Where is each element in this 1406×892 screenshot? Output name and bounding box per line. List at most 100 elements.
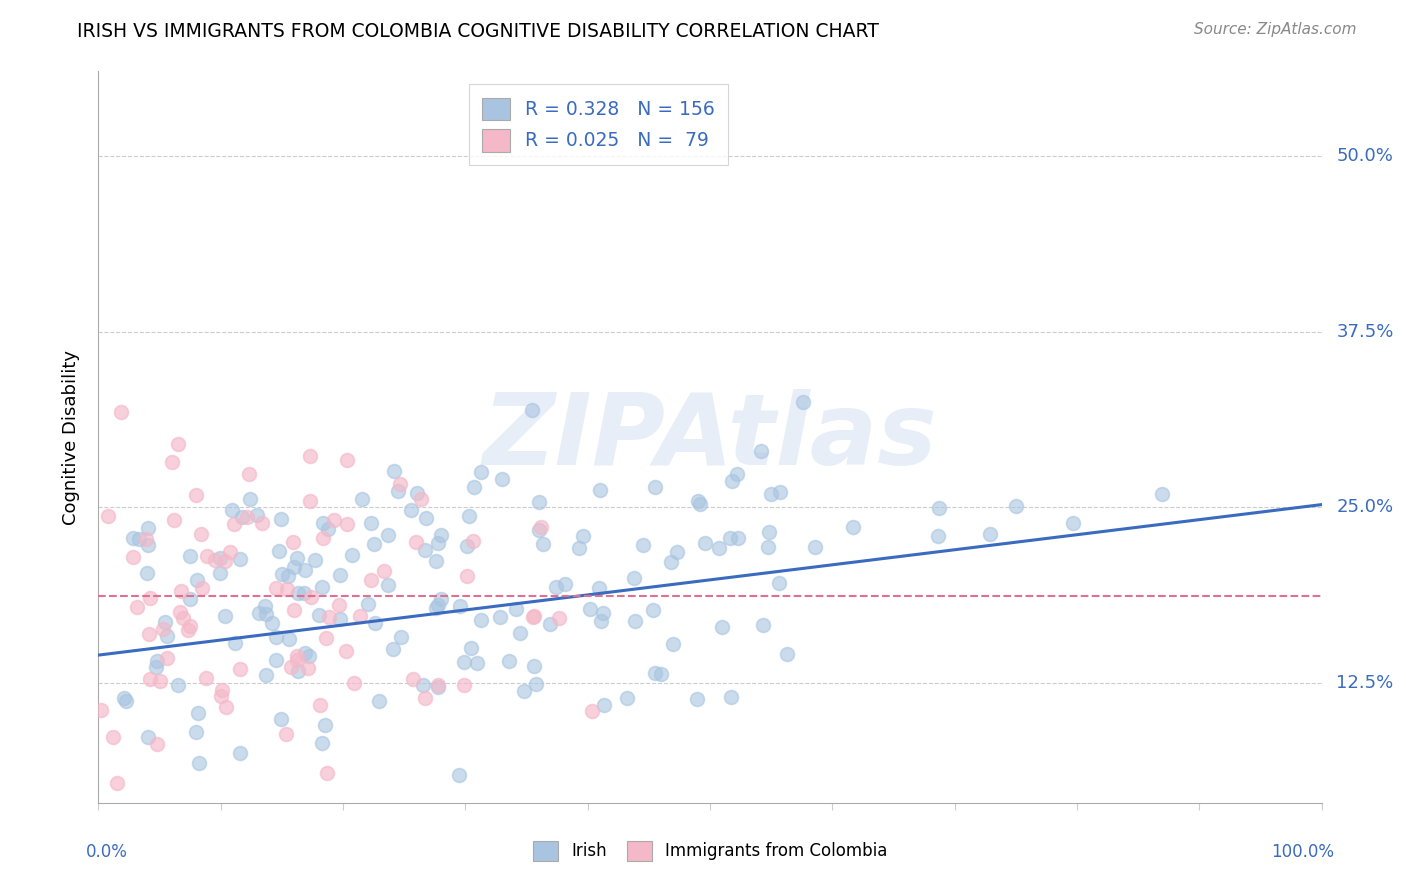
Point	[190, 527, 212, 541]
Point	[523, 609, 546, 624]
Point	[928, 500, 950, 515]
Point	[491, 472, 513, 486]
Point	[412, 677, 434, 691]
Point	[271, 567, 294, 582]
Point	[239, 491, 262, 506]
Point	[381, 642, 404, 657]
Point	[136, 521, 159, 535]
Point	[229, 552, 252, 566]
Point	[311, 580, 333, 594]
Point	[759, 487, 782, 501]
Point	[529, 524, 551, 538]
Point	[335, 643, 357, 657]
Point	[1004, 499, 1026, 513]
Point	[138, 538, 160, 552]
Point	[426, 598, 449, 612]
Point	[430, 592, 453, 607]
Point	[402, 672, 425, 686]
Point	[170, 584, 193, 599]
Point	[1062, 516, 1084, 531]
Point	[364, 615, 387, 630]
Point	[254, 667, 277, 681]
Point	[449, 599, 471, 613]
Point	[231, 510, 253, 524]
Point	[456, 569, 478, 583]
Point	[405, 486, 427, 500]
Point	[318, 610, 340, 624]
Point	[591, 615, 613, 629]
Point	[725, 467, 748, 481]
Point	[299, 493, 322, 508]
Point	[349, 609, 371, 624]
Point	[425, 601, 447, 615]
Point	[254, 607, 277, 621]
Point	[204, 553, 226, 567]
Point	[139, 672, 162, 686]
Point	[572, 528, 595, 542]
Point	[756, 540, 779, 554]
Point	[527, 494, 550, 508]
Point	[304, 553, 326, 567]
Point	[470, 466, 492, 480]
Point	[578, 602, 600, 616]
Point	[373, 565, 395, 579]
Point	[128, 532, 150, 546]
Point	[249, 607, 271, 621]
Point	[312, 531, 335, 545]
Point	[336, 452, 359, 467]
Point	[160, 455, 183, 469]
Point	[727, 532, 749, 546]
Point	[209, 689, 232, 703]
Point	[413, 543, 436, 558]
Point	[229, 662, 252, 676]
Point	[360, 573, 382, 587]
Point	[156, 629, 179, 643]
Point	[145, 654, 167, 668]
Point	[222, 517, 245, 532]
Point	[308, 607, 330, 622]
Point	[297, 661, 319, 675]
Point	[707, 541, 730, 556]
Point	[463, 479, 485, 493]
Point	[665, 545, 688, 559]
Point	[776, 647, 799, 661]
Point	[329, 568, 352, 582]
Point	[522, 610, 544, 624]
Point	[252, 516, 274, 530]
Text: 100.0%: 100.0%	[1271, 843, 1334, 861]
Point	[110, 405, 132, 419]
Point	[97, 508, 120, 523]
Point	[135, 533, 157, 547]
Text: 37.5%: 37.5%	[1336, 323, 1393, 341]
Point	[285, 653, 308, 667]
Point	[285, 551, 308, 566]
Point	[389, 477, 412, 491]
Point	[179, 591, 201, 606]
Point	[152, 622, 174, 636]
Point	[167, 678, 190, 692]
Point	[426, 680, 449, 694]
Point	[285, 648, 308, 663]
Point	[399, 502, 422, 516]
Point	[426, 536, 449, 550]
Point	[238, 467, 260, 482]
Point	[309, 698, 332, 712]
Point	[593, 698, 616, 712]
Point	[298, 649, 321, 664]
Y-axis label: Cognitive Disability: Cognitive Disability	[62, 350, 80, 524]
Point	[509, 625, 531, 640]
Point	[139, 591, 162, 606]
Point	[329, 612, 352, 626]
Point	[343, 675, 366, 690]
Point	[188, 756, 211, 770]
Point	[524, 677, 547, 691]
Point	[316, 766, 339, 780]
Point	[804, 540, 827, 554]
Point	[453, 655, 475, 669]
Point	[661, 636, 683, 650]
Text: 25.0%: 25.0%	[1336, 499, 1393, 516]
Point	[187, 706, 209, 720]
Point	[145, 660, 167, 674]
Point	[405, 535, 427, 549]
Point	[156, 650, 179, 665]
